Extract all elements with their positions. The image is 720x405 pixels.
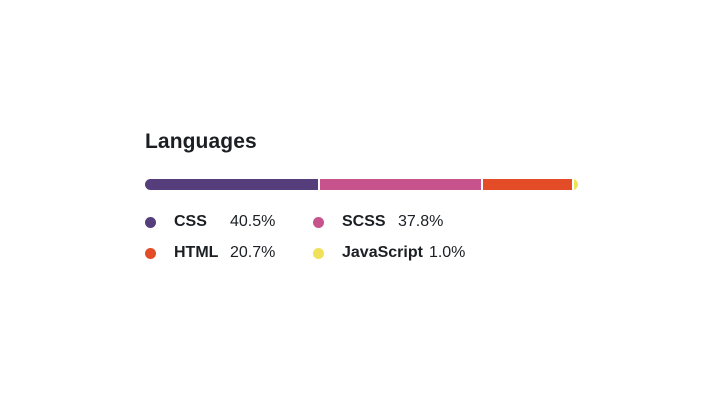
css-color-dot-icon <box>145 216 156 228</box>
legend-language-name: JavaScript <box>342 244 423 261</box>
languages-title: Languages <box>145 130 257 153</box>
bar-segment-html <box>483 179 572 190</box>
legend-language-name: CSS <box>174 213 207 230</box>
bar-segment-scss <box>319 179 482 190</box>
language-legend: CSS 40.5% SCSS 37.8% HTML 20.7% JavaScript 1.0% <box>145 211 578 264</box>
legend-item-html[interactable]: HTML 20.7% <box>145 242 313 264</box>
legend-item-javascript[interactable]: JavaScript 1.0% <box>313 242 578 264</box>
legend-language-name: HTML <box>174 244 219 261</box>
legend-language-percent: 40.5% <box>230 213 276 230</box>
bar-segment-css <box>145 179 318 190</box>
legend-language-percent: 1.0% <box>428 244 466 261</box>
html-color-dot-icon <box>145 247 156 259</box>
language-breakdown-bar <box>145 179 578 190</box>
legend-language-percent: 20.7% <box>230 244 276 261</box>
javascript-color-dot-icon <box>313 247 324 259</box>
bar-segment-javascript <box>573 179 578 190</box>
legend-item-scss[interactable]: SCSS 37.8% <box>313 211 578 233</box>
legend-language-name: SCSS <box>342 213 386 230</box>
scss-color-dot-icon <box>313 216 324 228</box>
languages-section: Languages CSS 40.5% SCSS 37.8% HTML 20.7% Java… <box>145 129 578 264</box>
legend-item-css[interactable]: CSS 40.5% <box>145 211 313 233</box>
legend-language-percent: 37.8% <box>398 213 444 230</box>
